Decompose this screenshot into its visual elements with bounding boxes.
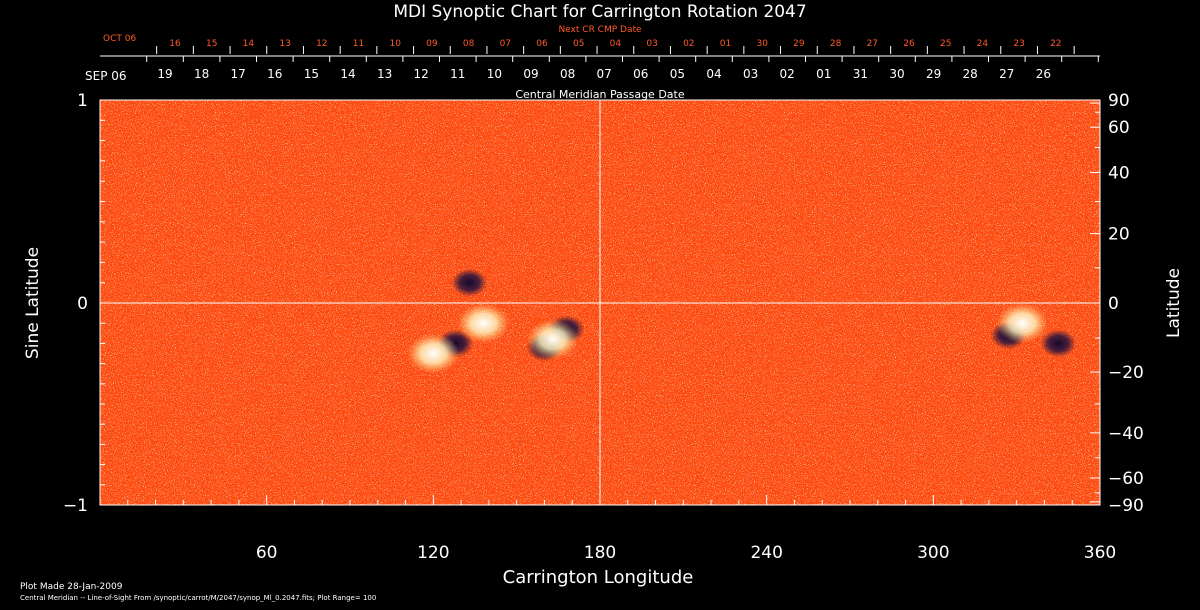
lat-tick-label: 40: [1108, 164, 1130, 184]
cmp-date-axis: 19 18 17 16 15 14 13 12 11 10 09 08 07 06 05 04 03 02 01 31…: [100, 55, 1100, 81]
cmp-date-label: 26: [1036, 67, 1051, 81]
x-tick-label: 300: [917, 543, 949, 563]
next-cr-date-label: 14: [243, 39, 255, 49]
cmp-date-label: 07: [597, 67, 612, 81]
cmp-date-label: 18: [194, 67, 209, 81]
next-cr-date-label: 09: [426, 39, 438, 49]
next-cr-date-label: 26: [903, 39, 915, 49]
active-region-negative: [1040, 329, 1077, 358]
plot-made-label: Plot Made 28-Jan-2009: [20, 582, 123, 592]
cmp-date-label: 08: [560, 67, 575, 81]
lat-tick-label: 60: [1108, 118, 1130, 138]
next-cr-date-axis: 16 15 14 13 12 11 10 09 08 07 06 05 04 03 02 01 30 29 28 27…: [156, 39, 1075, 54]
y-axis-sine-latitude: 1 0 −1: [63, 91, 110, 516]
next-cr-date-label: 03: [646, 39, 657, 49]
next-cr-date-label: 12: [316, 39, 327, 49]
cmp-axis-label: Central Meridian Passage Date: [515, 88, 684, 101]
cmp-date-label: 30: [889, 67, 904, 81]
active-region-positive: [407, 333, 460, 374]
y-tick-label: 1: [77, 91, 88, 111]
next-cr-date-label: 27: [867, 39, 878, 49]
cmp-date-label: 14: [340, 67, 355, 81]
next-cr-date-label: 30: [756, 39, 768, 49]
y-tick-label: 0: [77, 294, 88, 314]
lat-tick-label: −90: [1108, 496, 1144, 516]
next-cr-date-label: 06: [536, 39, 548, 49]
cmp-date-label: 06: [633, 67, 648, 81]
next-cr-date-label: 23: [1013, 39, 1024, 49]
next-cr-axis-label: Next CR CMP Date: [558, 25, 642, 35]
cmp-date-label: 05: [670, 67, 685, 81]
active-regions: [407, 268, 1077, 374]
cmp-date-label: 17: [231, 67, 246, 81]
next-cr-start-label: OCT 06: [103, 34, 136, 44]
next-cr-date-label: 10: [389, 39, 401, 49]
cmp-date-label: 01: [816, 67, 831, 81]
x-axis-label: Carrington Longitude: [503, 567, 694, 588]
chart-title: MDI Synoptic Chart for Carrington Rotati…: [393, 2, 806, 22]
next-cr-date-label: 29: [793, 39, 805, 49]
next-cr-date-label: 01: [720, 39, 731, 49]
y-axis-latitude: 90 60 40 20 0 −20 −40 −60 −90: [1090, 91, 1144, 516]
active-region-positive: [526, 319, 579, 360]
next-cr-date-label: 28: [830, 39, 842, 49]
x-tick-label: 180: [584, 543, 616, 563]
magnetogram-field: [99, 99, 1101, 506]
cmp-date-label: 04: [706, 67, 721, 81]
next-cr-date-label: 11: [353, 39, 364, 49]
cmp-date-label: 15: [304, 67, 319, 81]
y-tick-label: −1: [63, 496, 88, 516]
cmp-date-label: 29: [926, 67, 941, 81]
next-cr-date-label: 07: [500, 39, 511, 49]
cmp-date-label: 10: [487, 67, 502, 81]
lat-tick-label: −20: [1108, 363, 1144, 383]
y-axis-label: Sine Latitude: [23, 247, 43, 359]
x-tick-label: 120: [417, 543, 449, 563]
x-tick-label: 240: [750, 543, 782, 563]
next-cr-date-label: 05: [573, 39, 584, 49]
lat-tick-label: 20: [1108, 225, 1130, 245]
cmp-date-label: 09: [523, 67, 538, 81]
cmp-date-label: 02: [780, 67, 795, 81]
lat-tick-label: 90: [1108, 91, 1130, 111]
cmp-date-label: 03: [743, 67, 758, 81]
cmp-date-label: 31: [853, 67, 868, 81]
cmp-date-label: 19: [157, 67, 172, 81]
x-tick-label: 360: [1084, 543, 1116, 563]
lat-tick-label: 0: [1108, 294, 1119, 314]
next-cr-date-label: 13: [279, 39, 290, 49]
next-cr-date-label: 15: [206, 39, 217, 49]
next-cr-date-label: 16: [169, 39, 181, 49]
active-region-negative: [451, 268, 488, 297]
cmp-date-label: 12: [414, 67, 429, 81]
cmp-date-label: 13: [377, 67, 392, 81]
next-cr-date-label: 24: [977, 39, 989, 49]
cmp-date-label: 28: [963, 67, 978, 81]
next-cr-date-label: 04: [610, 39, 622, 49]
source-line: Central Meridian -- Line-of-Sight From /…: [20, 594, 376, 602]
x-tick-label: 60: [256, 543, 278, 563]
active-region-positive: [457, 303, 510, 344]
lat-tick-label: −60: [1108, 469, 1144, 489]
next-cr-date-label: 22: [1050, 39, 1061, 49]
next-cr-date-label: 02: [683, 39, 694, 49]
cmp-start-label: SEP 06: [85, 69, 127, 83]
cmp-date-label: 11: [450, 67, 465, 81]
lat-tick-label: −40: [1108, 424, 1144, 444]
active-region-positive: [996, 303, 1049, 344]
cmp-date-label: 27: [999, 67, 1014, 81]
x-axis: 60 120 180 240 300 360: [99, 495, 1116, 563]
cmp-date-label: 16: [267, 67, 282, 81]
next-cr-date-label: 08: [463, 39, 475, 49]
next-cr-date-label: 25: [940, 39, 951, 49]
y2-axis-label: Latitude: [1164, 268, 1184, 338]
